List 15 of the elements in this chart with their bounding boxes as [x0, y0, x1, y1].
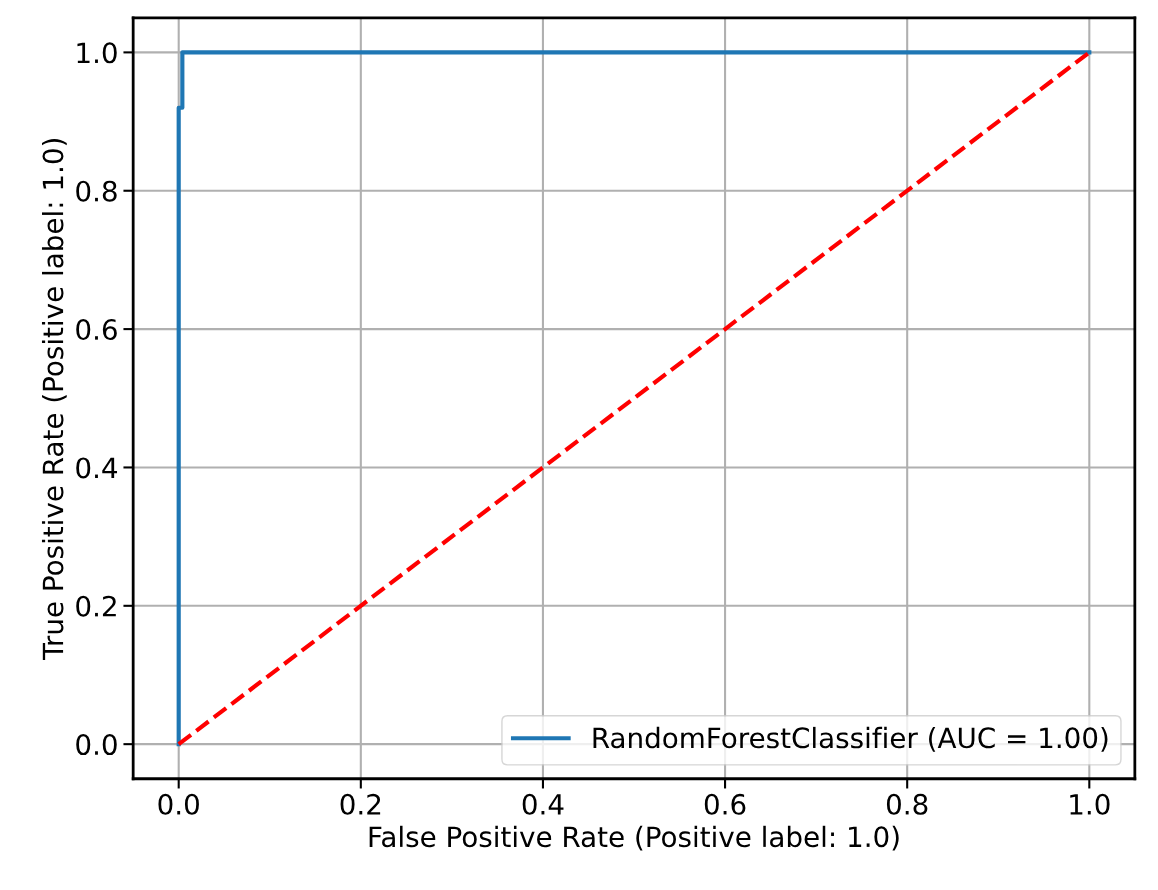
- legend-label: RandomForestClassifier (AUC = 1.00): [593, 726, 1108, 752]
- x-axis-title: False Positive Rate (Positive label: 1.0): [369, 825, 899, 851]
- y-axis-title: True Positive Rate (Positive label: 1.0): [41, 138, 67, 661]
- x-tick-label: 0.6: [704, 793, 746, 815]
- y-tick-label: 0.4: [76, 457, 118, 479]
- y-tick-label: 0.8: [76, 180, 117, 202]
- x-tick-label: 0.0: [158, 793, 199, 815]
- y-tick-label: 0.6: [76, 319, 117, 341]
- y-tick-label: 1.0: [77, 42, 117, 64]
- x-tick-label: 0.4: [522, 793, 564, 815]
- x-tick-label: 0.8: [886, 793, 928, 815]
- x-tick-label: 0.2: [340, 793, 381, 815]
- y-tick-label: 0.0: [76, 734, 117, 756]
- x-tick-label: 1.0: [1070, 793, 1110, 815]
- y-tick-label: 0.2: [76, 595, 116, 617]
